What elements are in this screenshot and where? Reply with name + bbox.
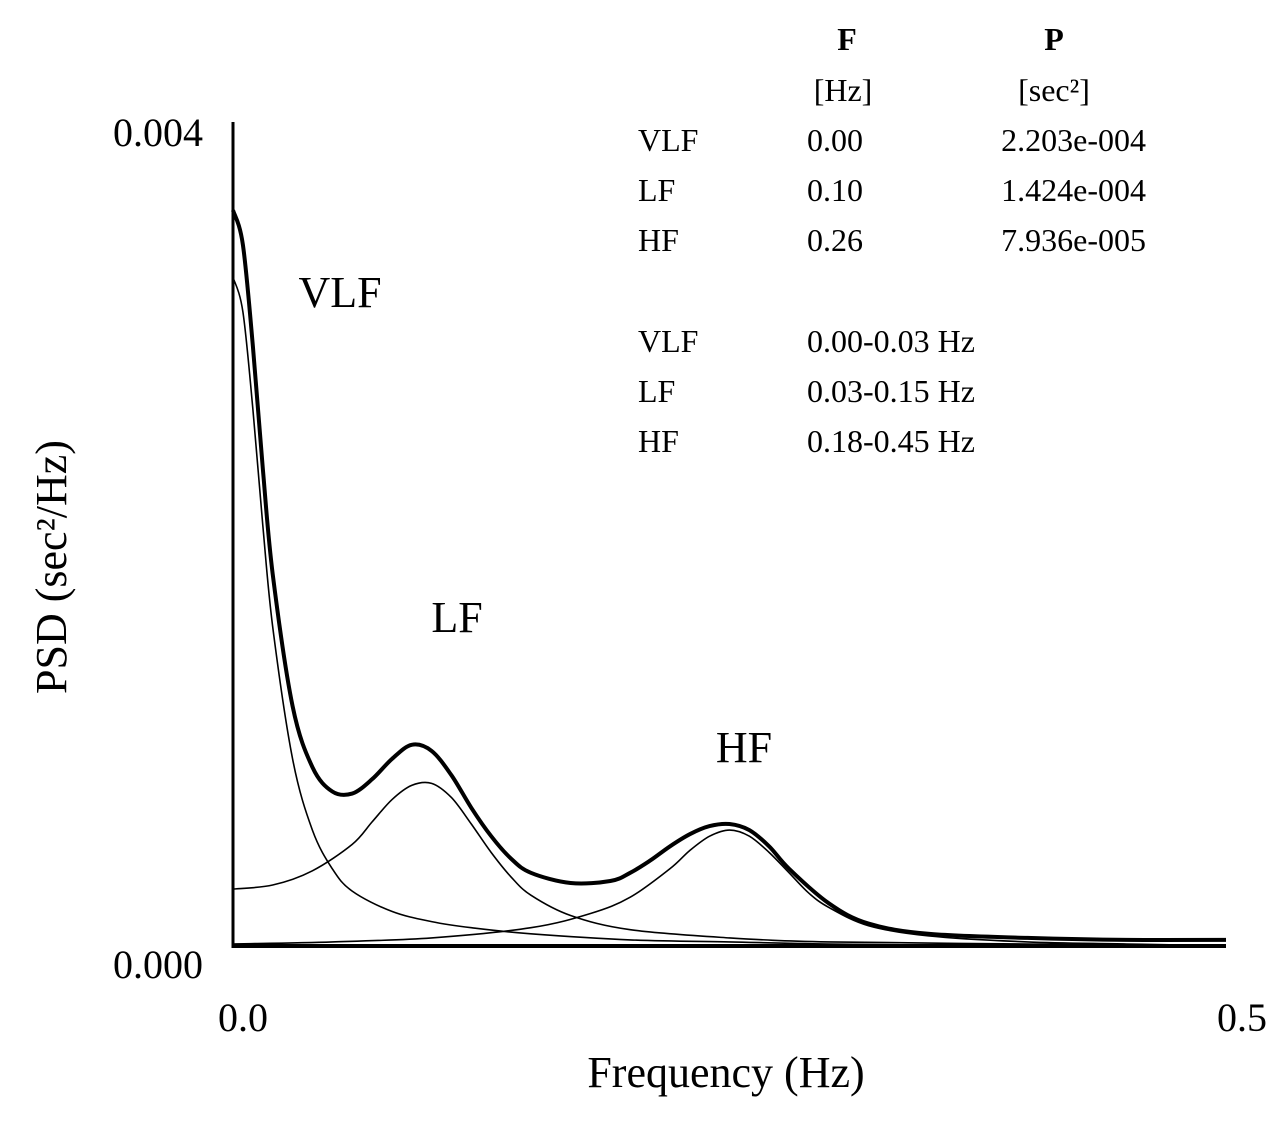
y-tick-max: 0.004 bbox=[113, 110, 203, 155]
series-line-lf bbox=[232, 781, 1227, 947]
x-axis-label: Frequency (Hz) bbox=[587, 1048, 864, 1097]
range-row-lf-band: LF bbox=[638, 373, 675, 409]
table-row-lf-band: LF bbox=[638, 172, 675, 208]
peak-label-hf: HF bbox=[716, 723, 772, 772]
series-line-total bbox=[231, 209, 1227, 943]
y-axis-label: PSD (sec²/Hz) bbox=[27, 440, 76, 694]
table-header-p-unit: [sec²] bbox=[1018, 72, 1090, 108]
table-row-hf-p: 7.936e-005 bbox=[1001, 222, 1146, 258]
series-group bbox=[231, 209, 1227, 947]
table-row-vlf-band: VLF bbox=[638, 122, 698, 158]
range-row-vlf-band: VLF bbox=[638, 323, 698, 359]
table-header-f-unit: [Hz] bbox=[814, 72, 873, 108]
table-row-lf-f: 0.10 bbox=[807, 172, 863, 208]
table-row-hf-f: 0.26 bbox=[807, 222, 863, 258]
peak-label-vlf: VLF bbox=[298, 268, 381, 317]
range-row-hf-band: HF bbox=[638, 423, 679, 459]
range-row-hf-range: 0.18-0.45 Hz bbox=[807, 423, 975, 459]
table-header-p: P bbox=[1044, 21, 1064, 57]
peak-label-lf: LF bbox=[431, 593, 482, 642]
table-header-f: F bbox=[837, 21, 857, 57]
table-row-hf-band: HF bbox=[638, 222, 679, 258]
x-tick-min: 0.0 bbox=[218, 995, 268, 1040]
series-line-vlf bbox=[232, 277, 1227, 947]
table-row-vlf-f: 0.00 bbox=[807, 122, 863, 158]
series-line-hf bbox=[232, 829, 1227, 947]
table-row-lf-p: 1.424e-004 bbox=[1001, 172, 1146, 208]
y-tick-min: 0.000 bbox=[113, 942, 203, 987]
table-row-vlf-p: 2.203e-004 bbox=[1001, 122, 1146, 158]
range-row-vlf-range: 0.00-0.03 Hz bbox=[807, 323, 975, 359]
range-row-lf-range: 0.03-0.15 Hz bbox=[807, 373, 975, 409]
x-tick-max: 0.5 bbox=[1217, 995, 1267, 1040]
